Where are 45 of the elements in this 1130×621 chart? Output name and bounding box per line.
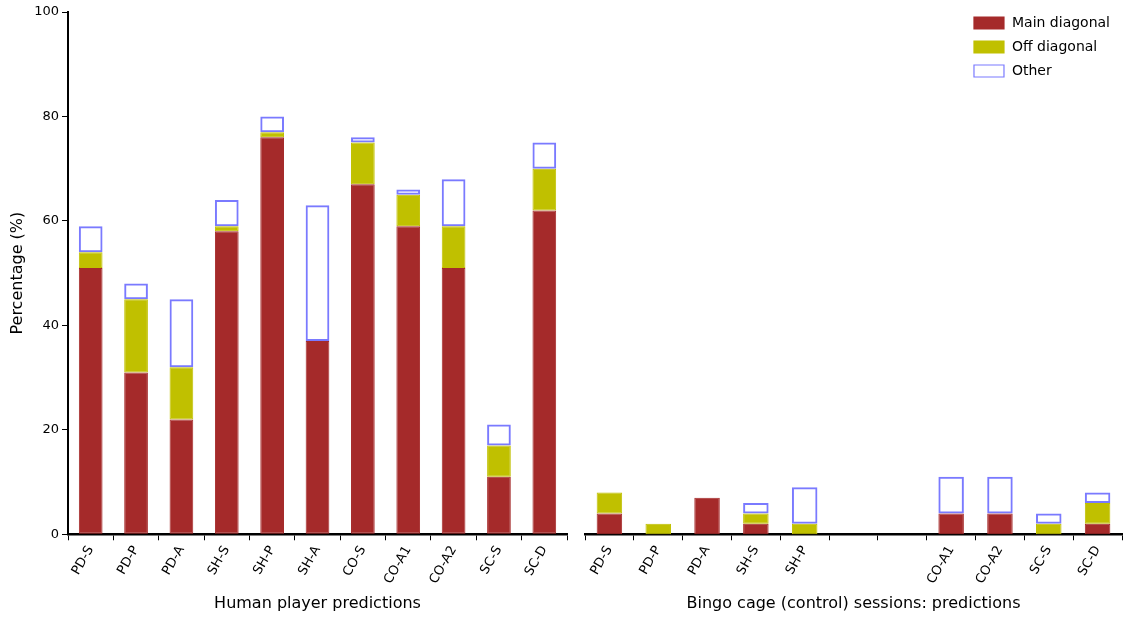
bar — [532, 210, 557, 534]
y-tick-label: 60 — [42, 212, 60, 228]
bar — [214, 231, 239, 534]
bar — [487, 476, 511, 534]
bar — [169, 419, 194, 534]
bar — [260, 137, 284, 534]
bar — [1036, 523, 1062, 535]
bar — [214, 226, 239, 232]
bar — [694, 497, 720, 535]
bar — [645, 523, 671, 535]
bar — [487, 445, 511, 477]
bar — [743, 523, 769, 535]
y-tick-label: 100 — [34, 3, 60, 19]
bar — [743, 513, 769, 524]
bar — [441, 267, 466, 534]
bar — [305, 341, 330, 534]
bar — [78, 267, 103, 534]
bar — [351, 142, 375, 185]
y-tick-label: 20 — [42, 421, 60, 437]
legend-label: Off diagonal — [1011, 37, 1098, 54]
bar — [78, 252, 103, 268]
bar — [1084, 502, 1111, 524]
bar — [124, 372, 148, 534]
bar — [169, 367, 194, 420]
y-tick-label: 40 — [42, 316, 60, 332]
bar — [987, 513, 1013, 535]
bar — [351, 184, 375, 534]
x-axis-title: Human player predictions — [214, 592, 421, 612]
bar — [791, 523, 818, 535]
bar — [396, 194, 421, 227]
bar — [441, 226, 466, 268]
y-tick-label: 80 — [42, 107, 60, 123]
legend-label: Main diagonal — [1011, 13, 1111, 30]
bar — [596, 513, 623, 535]
y-axis-title: Percentage (%) — [6, 211, 26, 335]
y-tick-label: 0 — [50, 525, 60, 541]
bar — [124, 299, 148, 373]
bar — [260, 132, 284, 138]
x-axis-title: Bingo cage (control) sessions: predictions — [686, 592, 1021, 612]
bar — [938, 513, 964, 535]
bar — [596, 492, 623, 514]
bar — [532, 168, 557, 211]
legend-label: Other — [1011, 61, 1052, 78]
bar — [1084, 523, 1111, 535]
bar — [396, 226, 421, 534]
